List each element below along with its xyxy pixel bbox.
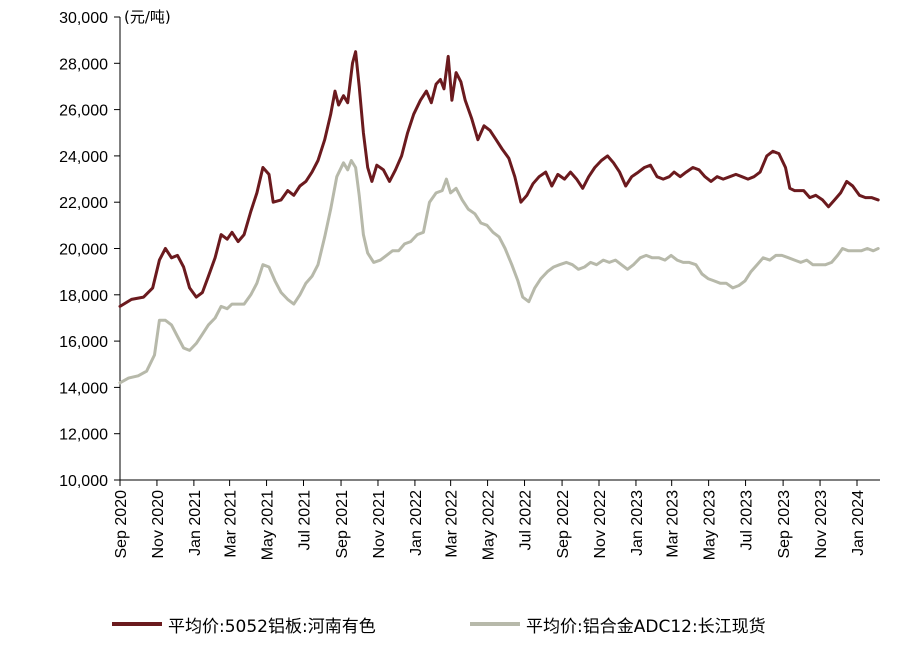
- y-tick-label: 26,000: [59, 103, 108, 120]
- x-tick-label: Jan 2021: [187, 490, 204, 556]
- y-tick-label: 14,000: [59, 380, 108, 397]
- y-tick-label: 22,000: [59, 195, 108, 212]
- x-tick-label: Jan 2023: [629, 490, 646, 556]
- y-tick-label: 28,000: [59, 56, 108, 73]
- x-tick-label: Jan 2022: [408, 490, 425, 556]
- line-chart: (元/吨) 10,000 12,000 14,000 16,000 18,000 20,0…: [59, 8, 880, 560]
- legend-swatch-aluminum-plate: [112, 622, 162, 626]
- legend-item-aluminum-plate: 平均价:5052铝板:河南有色: [112, 612, 376, 637]
- x-tick-label: May 2023: [702, 490, 719, 560]
- series-line-aluminum-alloy: [118, 159, 880, 385]
- y-unit-label: (元/吨): [124, 8, 171, 26]
- y-tick-label: 30,000: [59, 10, 108, 27]
- legend-label-aluminum-alloy: 平均价:铝合金ADC12:长江现货: [526, 616, 766, 637]
- y-axis: 10,000 12,000 14,000 16,000 18,000 20,000 22,0…: [59, 10, 121, 490]
- x-tick-label: Nov 2020: [150, 490, 167, 559]
- y-tick-label: 24,000: [59, 149, 108, 166]
- series-layer: [118, 50, 880, 385]
- x-tick-label: Sep 2021: [334, 490, 351, 559]
- y-tick-label: 10,000: [59, 473, 108, 490]
- y-tick-label: 16,000: [59, 334, 108, 351]
- x-tick-label: May 2022: [481, 490, 498, 560]
- y-tick-label: 20,000: [59, 242, 108, 259]
- legend-item-aluminum-alloy: 平均价:铝合金ADC12:长江现货: [470, 612, 766, 637]
- x-tick-label: Mar 2023: [665, 490, 682, 558]
- legend: 平均价:5052铝板:河南有色 平均价:铝合金ADC12:长江现货: [0, 604, 916, 644]
- x-tick-label: Sep 2023: [776, 490, 793, 559]
- legend-label-aluminum-plate: 平均价:5052铝板:河南有色: [168, 616, 376, 637]
- x-tick-label: Mar 2022: [444, 490, 461, 558]
- x-tick-label: Jul 2022: [518, 490, 535, 551]
- x-tick-label: Nov 2022: [592, 490, 609, 559]
- legend-swatch-aluminum-alloy: [470, 622, 520, 626]
- x-tick-label: Sep 2020: [113, 490, 130, 559]
- series-line-aluminum-plate: [118, 50, 880, 308]
- x-tick-label: Nov 2023: [813, 490, 830, 559]
- x-tick-label: Jan 2024: [850, 490, 867, 556]
- x-tick-label: Jul 2023: [739, 490, 756, 551]
- x-tick-label: Nov 2021: [371, 490, 388, 559]
- x-tick-label: Sep 2022: [555, 490, 572, 559]
- x-axis: Sep 2020 Nov 2020 Jan 2021 Mar 2021 May 2021…: [113, 479, 880, 560]
- x-tick-label: Jul 2021: [296, 490, 313, 551]
- x-tick-label: Mar 2021: [223, 490, 240, 558]
- y-tick-label: 12,000: [59, 427, 108, 444]
- x-tick-label: May 2021: [260, 490, 277, 560]
- y-tick-label: 18,000: [59, 288, 108, 305]
